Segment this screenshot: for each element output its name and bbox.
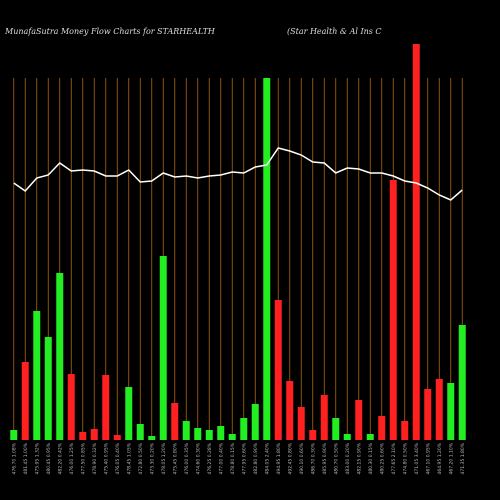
bar — [343, 434, 351, 440]
bar — [378, 416, 386, 440]
x-tick-label: 467.10 0.95% — [425, 442, 431, 474]
bar — [44, 337, 52, 440]
bar — [447, 383, 455, 440]
x-tick-label: 485.95 0.90% — [322, 442, 328, 474]
bar — [412, 44, 420, 440]
bar — [21, 362, 29, 440]
x-tick-label: 474.60 0.30% — [195, 442, 201, 474]
x-tick-label: 494.95 1.80% — [276, 442, 282, 474]
x-tick-label: 478.90 0.32% — [92, 442, 98, 474]
chart-title: MunafaSutra Money Flow Charts for STARHE… — [4, 27, 216, 36]
bar — [10, 430, 18, 440]
x-tick-label: 477.00 0.40% — [218, 442, 224, 474]
x-tick-label: 480.30 0.15% — [368, 442, 374, 474]
bar — [424, 389, 432, 440]
x-tick-label: 477.95 0.60% — [241, 442, 247, 474]
x-tick-label: 480.25 0.60% — [379, 442, 385, 474]
x-tick-label: 483.00 0.20% — [345, 442, 351, 474]
bar — [194, 428, 202, 440]
x-tick-label: 476.25 0.28% — [207, 442, 213, 474]
bar — [366, 434, 374, 440]
bar — [159, 256, 167, 440]
bar — [251, 404, 259, 440]
x-tick-label: 473.30 0.20% — [149, 442, 155, 474]
x-tick-label: 478.45 1.05% — [126, 442, 132, 474]
x-tick-label: 474.80 0.50% — [402, 442, 408, 474]
x-tick-label: 476.00 0.35% — [184, 442, 190, 474]
bar — [263, 78, 271, 440]
bar — [274, 300, 282, 440]
bar — [171, 403, 179, 440]
bar — [217, 426, 225, 440]
bar — [286, 381, 294, 440]
bar — [309, 430, 317, 440]
chart-subtitle: (Star Health & Al Ins C — [287, 27, 382, 36]
x-tick-label: 481.45 1.00% — [23, 442, 29, 474]
bar — [113, 435, 121, 440]
x-tick-label: 478.05 1.20% — [161, 442, 167, 474]
x-tick-label: 486.70 0.30% — [310, 442, 316, 474]
bar — [102, 375, 110, 440]
bar — [320, 395, 328, 440]
price-line — [13, 147, 463, 201]
x-tick-label: 467.20 1.10% — [448, 442, 454, 474]
x-tick-label: 477.50 0.85% — [80, 442, 86, 474]
x-tick-label: 477.65 2.10% — [391, 442, 397, 474]
bar — [458, 325, 466, 440]
bar — [355, 400, 363, 440]
x-tick-label: 471.05 3.40% — [414, 442, 420, 474]
bar — [401, 421, 409, 440]
x-tick-label: 476.00 1.25% — [69, 442, 75, 474]
x-tick-label: 490.10 0.60% — [299, 442, 305, 474]
x-tick-label: 475.40 0.95% — [103, 442, 109, 474]
bar — [79, 432, 87, 440]
bar — [125, 387, 133, 440]
x-tick-label: 476.70 1.08% — [11, 442, 17, 474]
x-tick-label: 482.80 0.90% — [253, 442, 259, 474]
x-tick-label: 478.80 0.15% — [230, 442, 236, 474]
bar — [332, 418, 340, 440]
bar — [148, 436, 156, 440]
bar — [205, 430, 213, 440]
bar — [182, 421, 190, 440]
bar — [33, 311, 41, 440]
x-tick-label: 475.45 0.80% — [172, 442, 178, 474]
x-tick-label: 464.95 1.20% — [437, 442, 443, 474]
x-tick-label: 492.45 0.80% — [287, 442, 293, 474]
bar — [240, 418, 248, 440]
x-tick-label: 480.70 0.50% — [333, 442, 339, 474]
x-tick-label: 475.95 1.32% — [34, 442, 40, 474]
bar — [67, 374, 75, 440]
bar — [389, 180, 397, 440]
x-tick-label: 480.45 0.95% — [46, 442, 52, 474]
bar — [136, 424, 144, 440]
x-tick-label: 472.80 0.50% — [138, 442, 144, 474]
bar — [90, 429, 98, 440]
x-tick-label: 482.20 0.42% — [57, 442, 63, 474]
bar — [297, 407, 305, 440]
x-tick-label: 476.05 0.40% — [115, 442, 121, 474]
x-tick-label: 471.35 1.80% — [460, 442, 466, 474]
bar — [56, 273, 64, 440]
bar — [228, 434, 236, 440]
bar — [435, 379, 443, 440]
x-tick-label: 484.05 2.40% — [264, 442, 270, 474]
x-tick-label: 482.15 0.90% — [356, 442, 362, 474]
